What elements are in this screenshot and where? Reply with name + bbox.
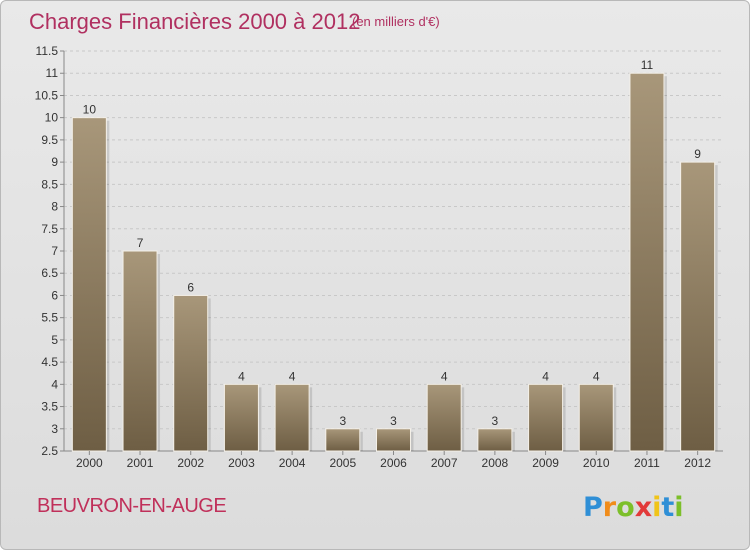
bar [629,72,665,452]
bar [325,428,361,452]
y-tick-label: 9.5 [41,133,58,147]
y-tick-label: 10 [45,111,59,125]
data-label: 4 [289,369,296,383]
y-tick-label: 7 [51,244,58,258]
data-label: 4 [542,369,549,383]
x-tick-label: 2007 [431,456,458,470]
data-label: 3 [390,414,397,428]
chart-unit: (en milliers d'€) [352,14,440,29]
data-label: 6 [187,280,194,294]
data-label: 4 [441,369,448,383]
svg-text:Proxiti: Proxiti [583,492,684,523]
x-tick-label: 2008 [482,456,509,470]
y-tick-label: 10.5 [35,88,59,102]
y-tick-label: 3 [51,422,58,436]
data-label: 3 [492,414,499,428]
bar [578,383,614,452]
x-tick-label: 2011 [634,456,660,470]
y-tick-label: 6 [51,288,58,302]
y-tick-label: 11.5 [36,44,59,58]
bar [528,383,564,452]
data-label: 7 [137,236,144,250]
x-tick-label: 2002 [177,456,204,470]
y-tick-label: 5.5 [41,311,58,325]
bar [680,161,716,452]
y-tick-label: 2.5 [41,444,58,458]
chart-title: Charges Financières 2000 à 2012 [29,9,361,34]
proxiti-logo: Proxiti [583,492,684,523]
x-tick-label: 2006 [380,456,407,470]
x-tick-label: 2009 [532,456,559,470]
bar [274,383,310,452]
bar [223,383,259,452]
data-label: 3 [339,414,346,428]
x-tick-label: 2010 [583,456,610,470]
y-tick-label: 8 [51,200,58,214]
bar [122,250,158,452]
y-tick-label: 3.5 [41,400,58,414]
y-tick-label: 11 [46,66,59,80]
y-tick-label: 7.5 [41,222,58,236]
bar [426,383,462,452]
data-label: 11 [641,58,654,72]
y-tick-label: 8.5 [41,177,58,191]
x-tick-label: 2003 [228,456,255,470]
x-tick-label: 2012 [684,456,711,470]
x-tick-label: 2004 [279,456,306,470]
commune-name: BEUVRON-EN-AUGE [37,495,227,517]
y-tick-label: 9 [51,155,58,169]
data-label: 4 [593,369,600,383]
y-tick-label: 6.5 [41,266,58,280]
bar [477,428,513,452]
y-tick-label: 5 [51,333,58,347]
x-tick-label: 2001 [127,456,154,470]
y-tick-label: 4.5 [41,355,58,369]
bar [71,117,107,452]
data-label: 4 [238,369,245,383]
data-label: 9 [694,147,701,161]
y-tick-label: 4 [51,377,58,391]
x-tick-label: 2005 [329,456,356,470]
data-label: 10 [83,103,97,117]
bar [173,294,209,452]
bar [376,428,411,452]
x-tick-label: 2000 [76,456,103,470]
